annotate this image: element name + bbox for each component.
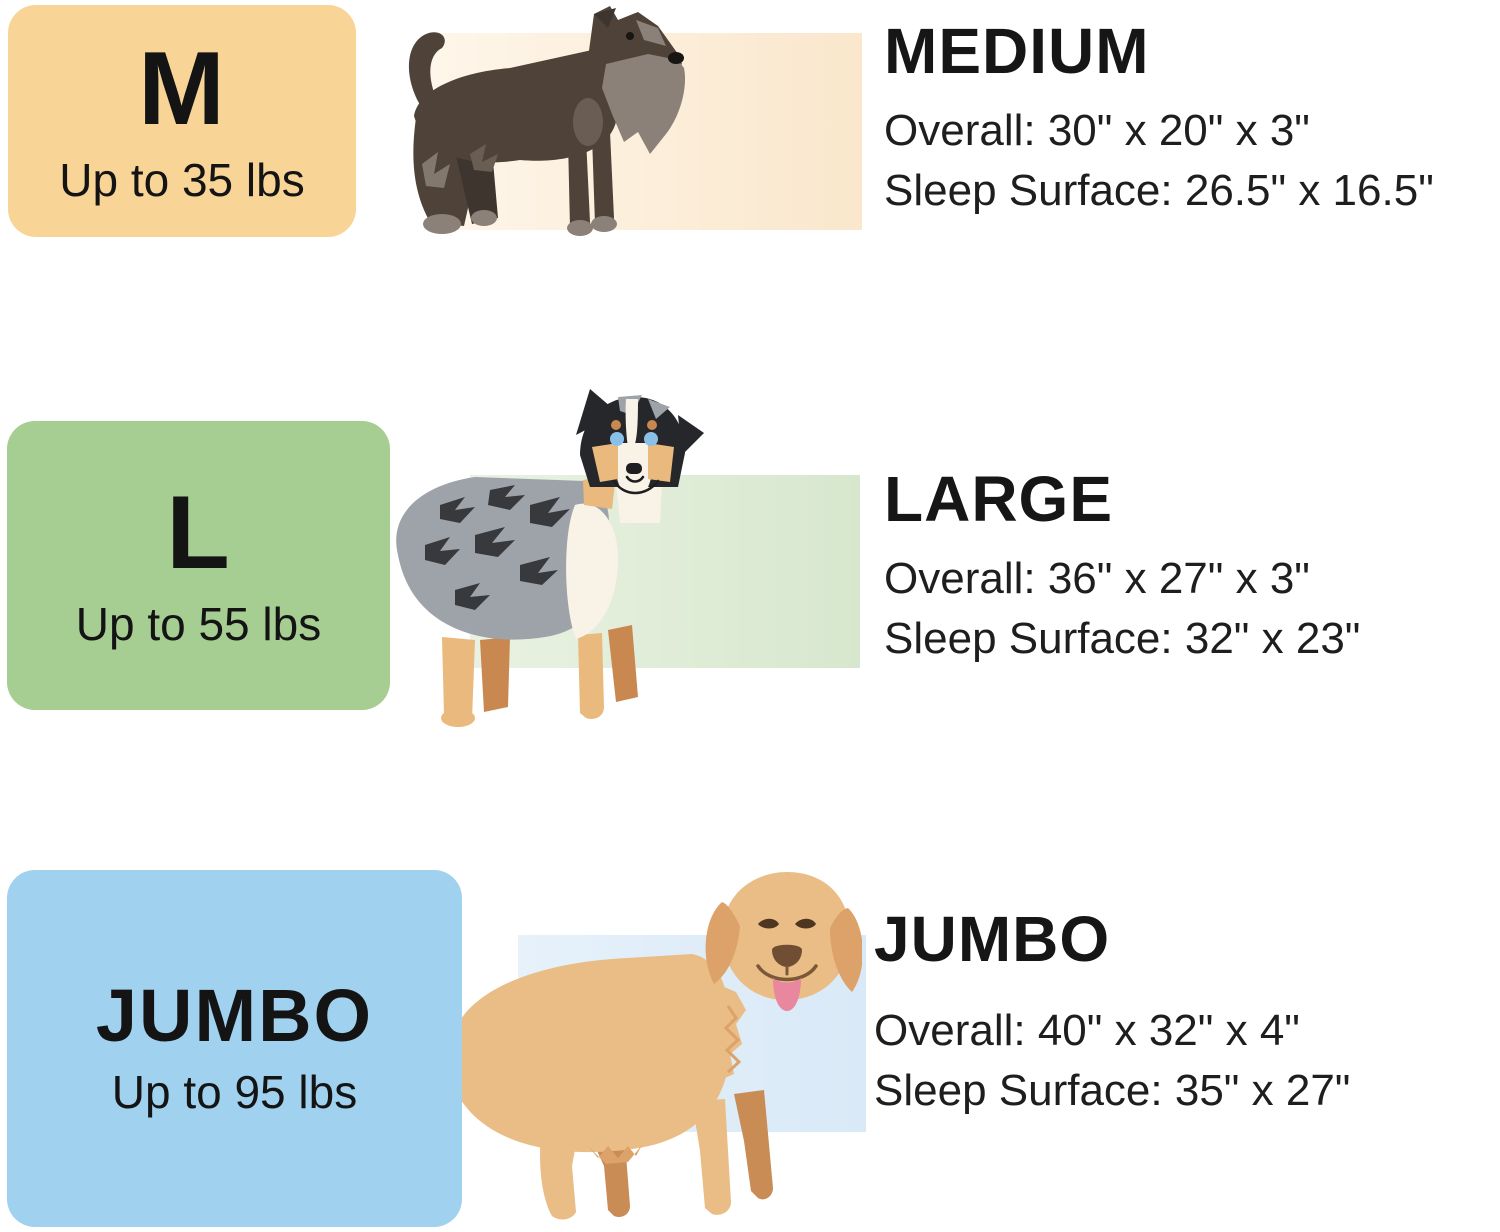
overall-dimensions-medium: Overall: 30" x 20" x 3"	[884, 106, 1310, 156]
size-letter-jumbo: JUMBO	[95, 974, 374, 1058]
size-badge-large: L Up to 55 lbs	[7, 421, 390, 710]
size-title-large: LARGE	[884, 463, 1113, 535]
sleep-surface-large: Sleep Surface: 32" x 23"	[884, 614, 1361, 664]
size-title-medium: MEDIUM	[884, 15, 1150, 87]
golden-retriever-dog-illustration	[404, 872, 862, 1220]
size-letter-large: L	[166, 475, 231, 592]
size-badge-jumbo: JUMBO Up to 95 lbs	[7, 870, 462, 1227]
size-title-jumbo: JUMBO	[874, 903, 1111, 975]
overall-dimensions-jumbo: Overall: 40" x 32" x 4"	[874, 1006, 1300, 1056]
weight-range-medium: Up to 35 lbs	[59, 153, 305, 206]
size-info-medium: MEDIUM Overall: 30" x 20" x 3" Sleep Sur…	[884, 15, 1434, 221]
weight-range-jumbo: Up to 95 lbs	[111, 1066, 358, 1119]
weight-range-large: Up to 55 lbs	[75, 598, 322, 651]
size-info-large: LARGE Overall: 36" x 27" x 3" Sleep Surf…	[884, 463, 1361, 669]
size-letter-medium: M	[138, 30, 226, 147]
sleep-surface-medium: Sleep Surface: 26.5" x 16.5"	[884, 166, 1434, 216]
sleep-surface-jumbo: Sleep Surface: 35" x 27"	[874, 1066, 1351, 1116]
schnauzer-dog-illustration	[408, 6, 686, 236]
australian-shepherd-dog-illustration	[396, 389, 704, 727]
size-badge-medium: M Up to 35 lbs	[8, 5, 356, 237]
overall-dimensions-large: Overall: 36" x 27" x 3"	[884, 554, 1310, 604]
size-info-jumbo: JUMBO Overall: 40" x 32" x 4" Sleep Surf…	[874, 903, 1351, 1121]
